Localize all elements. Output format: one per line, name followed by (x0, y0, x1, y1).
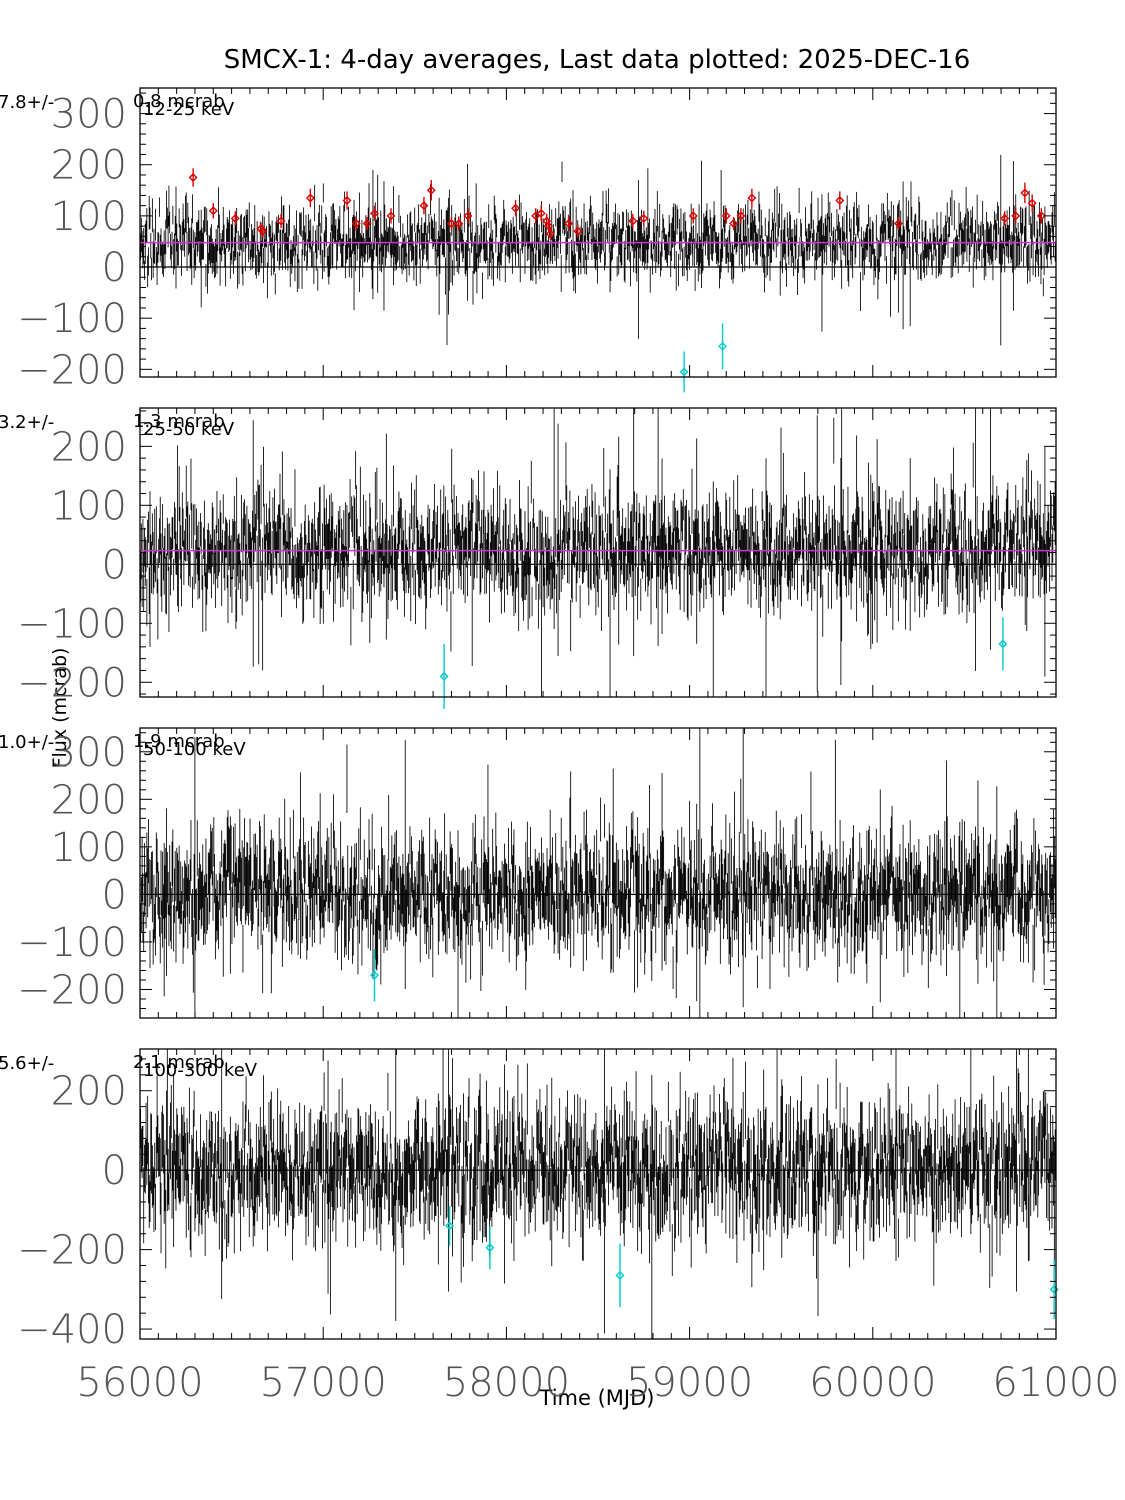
significant-point (1000, 213, 1010, 223)
mean-error-label: 1.3 mcrab (133, 411, 225, 432)
significant-point (305, 193, 315, 203)
y-tick-label: −200 (17, 347, 127, 393)
y-tick-label: 0 (102, 872, 127, 918)
y-tick-label: 100 (51, 483, 127, 529)
significant-point (736, 211, 746, 221)
data-points (140, 1049, 1056, 1339)
chart-title: SMCX-1: 4-day averages, Last data plotte… (224, 45, 971, 75)
energy-band-label: 12-25 keV (143, 99, 235, 120)
y-tick-label: −100 (17, 296, 127, 342)
y-tick-label: −100 (17, 601, 127, 647)
mean-error-label: 1.9 mcrab (133, 731, 225, 752)
y-tick-label: −200 (17, 660, 127, 706)
data-points (140, 728, 1056, 1018)
outlier-point (998, 639, 1008, 649)
significant-point (721, 211, 731, 221)
mean-flux-label: 7.8+/- (0, 92, 54, 113)
significant-point (258, 226, 268, 236)
significant-point (511, 203, 521, 213)
significant-point (573, 226, 583, 236)
significant-point (729, 219, 739, 229)
significant-point (230, 213, 240, 223)
outlier-point (439, 671, 449, 681)
y-tick-label: 0 (102, 542, 127, 588)
significant-point (747, 193, 757, 203)
significant-point (531, 211, 541, 221)
significant-point (386, 211, 396, 221)
significant-point (835, 196, 845, 206)
mean-flux-label: 3.2+/- (0, 412, 54, 433)
significant-point (454, 219, 464, 229)
outlier-point (370, 970, 379, 980)
y-tick-label: 0 (102, 245, 127, 291)
y-tick-label: 200 (51, 143, 127, 189)
significant-point (536, 208, 546, 218)
significant-point (564, 219, 574, 229)
significant-point (446, 219, 456, 229)
significant-point (370, 208, 379, 218)
data-points (140, 154, 1056, 346)
y-axis-label: Flux (mcrab) (49, 648, 71, 769)
outlier-point (718, 341, 728, 351)
y-tick-label: 100 (51, 825, 127, 871)
significant-point (426, 185, 436, 195)
significant-point (1020, 188, 1030, 198)
significant-point (545, 229, 555, 239)
significant-point (362, 219, 372, 229)
y-tick-label: −100 (17, 920, 127, 966)
significant-point (1027, 198, 1037, 208)
data-points (140, 408, 1056, 697)
significant-point (628, 216, 638, 226)
significant-point (276, 216, 286, 226)
significant-point (419, 201, 429, 211)
y-tick-label: 200 (51, 777, 127, 823)
y-tick-label: −200 (17, 967, 127, 1013)
outlier-point (679, 367, 689, 377)
y-tick-label: 300 (51, 92, 127, 138)
significant-point (544, 221, 554, 231)
mean-error-label: 0.8 mcrab (133, 91, 225, 112)
significant-point (688, 211, 698, 221)
significant-point (351, 219, 361, 229)
y-tick-label: 200 (51, 424, 127, 470)
y-tick-label: 100 (51, 194, 127, 240)
x-axis-label: Time (MJD) (539, 1386, 655, 1410)
significant-point (893, 219, 903, 229)
significant-point (208, 206, 218, 216)
energy-band-label: 50-100 keV (143, 739, 246, 760)
significant-point (1036, 211, 1046, 221)
energy-band-label: 25-50 keV (143, 419, 235, 440)
significant-point (639, 213, 649, 223)
mean-flux-label: 1.0+/- (0, 732, 54, 753)
significant-point (188, 173, 198, 183)
y-tick-label: 300 (51, 730, 127, 776)
significant-point (1011, 211, 1021, 221)
significant-point (463, 211, 473, 221)
significant-point (342, 196, 352, 206)
